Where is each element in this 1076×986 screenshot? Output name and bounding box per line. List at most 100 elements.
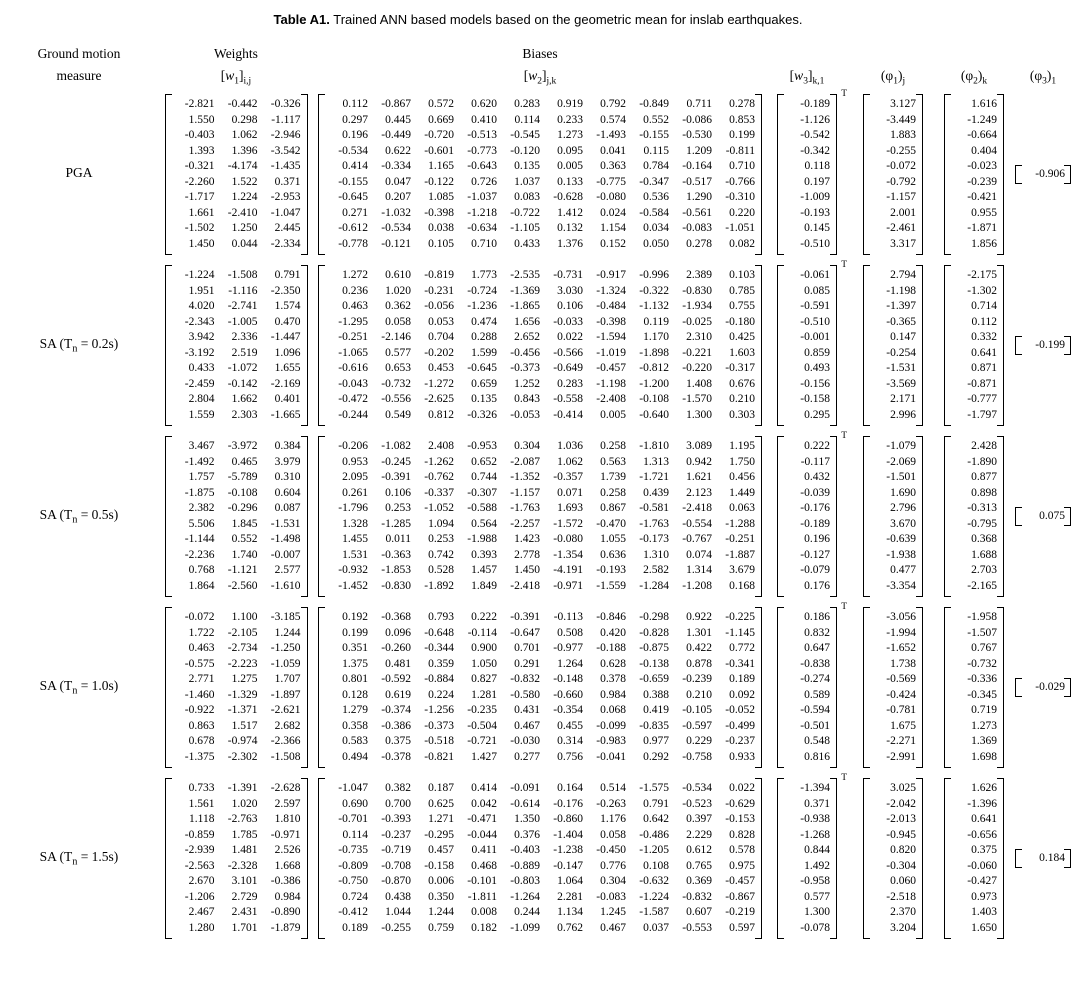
w2-cell: -1.285 — [381, 517, 411, 530]
w1-cell: -2.236 — [184, 548, 215, 561]
w3-cell: -0.958 — [800, 875, 830, 887]
transpose-label: T — [841, 431, 847, 441]
phi2-cell: -0.345 — [967, 688, 997, 701]
w1-cell: -2.939 — [184, 844, 215, 856]
w2-cell: 0.005 — [557, 160, 583, 172]
w1-cell: 1.574 — [274, 300, 301, 312]
w1-cell: -2.343 — [184, 315, 215, 328]
w2-cell: -1.570 — [682, 393, 712, 405]
subscript: 2 — [973, 76, 978, 87]
w3-row: -0.039 — [784, 486, 830, 502]
phi1-matrix: 2.794 -1.198 -1.397 -0.365 0.147 -0.254 -1.531… — [863, 265, 923, 426]
phi2-row: 1.369 — [951, 734, 997, 750]
w2-cell: -0.334 — [381, 160, 411, 172]
w2-cell: 0.704 — [428, 331, 454, 343]
w1-cell: 2.431 — [231, 906, 258, 918]
w1-cell: -2.821 — [184, 98, 215, 110]
w2-cell: 0.304 — [514, 440, 540, 452]
w2-cell: 1.037 — [514, 175, 540, 188]
w3-cell: 0.371 — [804, 797, 830, 810]
w2-cell: 0.620 — [471, 98, 497, 110]
phi2-row: 0.112 — [951, 315, 997, 331]
phi2-row: 1.698 — [951, 750, 997, 766]
w1-row: -0.072 1.100 -3.185 — [172, 610, 301, 626]
w2-cell: 0.612 — [686, 844, 712, 856]
w2-cell: 0.977 — [643, 735, 669, 747]
w2-cell: -0.884 — [424, 673, 454, 685]
w2-cell: -0.341 — [725, 657, 755, 670]
w2-cell: -0.846 — [596, 611, 626, 623]
w2-cell: 0.034 — [643, 222, 669, 234]
row-label: SA (Tn = 1.5s) — [0, 849, 158, 868]
w2-cell: -0.835 — [639, 719, 669, 732]
w2-cell: -1.594 — [596, 331, 626, 343]
w2-cell: -0.164 — [682, 160, 712, 172]
w2-cell: -0.471 — [467, 813, 497, 825]
phi1-row: -1.198 — [870, 284, 916, 300]
w1-cell: -1.250 — [270, 642, 301, 654]
w2-cell: 0.942 — [686, 455, 712, 468]
w2-cell: 0.710 — [471, 237, 497, 250]
w1-cell: 5.506 — [188, 517, 215, 530]
w2-cell: 0.919 — [557, 98, 583, 110]
header-phi3-label: (φ3)1 — [1010, 65, 1076, 87]
w1-cell: 3.101 — [231, 875, 258, 887]
w3-cell: -0.039 — [800, 486, 830, 499]
w2-cell: 0.438 — [385, 890, 411, 903]
w2-cell: -0.592 — [381, 673, 411, 685]
w2-cell: 2.778 — [514, 548, 540, 561]
w1-cell: -0.859 — [184, 828, 215, 841]
phi1-row: -2.991 — [870, 750, 916, 766]
w2-cell: 0.037 — [643, 921, 669, 934]
w1-cell: -0.142 — [227, 377, 258, 390]
w2-cell: 1.412 — [557, 206, 583, 219]
w2-cell: 0.152 — [600, 237, 626, 250]
w2-cell: -1.892 — [424, 579, 454, 592]
w2-cell: 1.423 — [514, 533, 540, 545]
w1-cell: -1.502 — [184, 222, 215, 234]
w2-cell: -2.535 — [510, 269, 540, 281]
phi3-cell: 0.184 — [1039, 851, 1065, 864]
w2-cell: -0.472 — [338, 393, 368, 405]
w2-cell: -0.025 — [682, 315, 712, 328]
w2-cell: 0.425 — [729, 331, 755, 343]
w2-cell: -0.484 — [596, 300, 626, 312]
w2-cell: -0.832 — [510, 673, 540, 685]
phi1-row: 2.001 — [870, 206, 916, 222]
w3-row: -0.342 — [784, 144, 830, 160]
w1-cell: 0.371 — [274, 175, 301, 188]
w2-cell: 0.457 — [428, 844, 454, 856]
w2-cell: 0.431 — [514, 704, 540, 716]
w2-cell: -1.324 — [596, 284, 626, 297]
w3-cell: 0.859 — [804, 346, 830, 359]
w2-cell: -0.317 — [725, 362, 755, 374]
w1-cell: 1.845 — [231, 517, 258, 530]
w2-cell: 0.363 — [600, 160, 626, 172]
w2-row: -0.412 1.044 1.244 0.008 0.244 1.134 1.245 -1.5… — [325, 905, 755, 921]
w2-cell: 1.062 — [557, 455, 583, 468]
w2-cell: -0.393 — [381, 813, 411, 825]
w1-cell: 0.984 — [274, 890, 301, 903]
w1-cell: 1.561 — [188, 797, 215, 810]
phi2-row: -0.336 — [951, 672, 997, 688]
w1-cell: -2.366 — [270, 735, 301, 747]
w2-cell: -0.832 — [682, 890, 712, 903]
w2-cell: 0.005 — [600, 408, 626, 421]
w2-cell: -0.147 — [553, 859, 583, 872]
symbol: φ — [885, 68, 894, 83]
w2-cell: 0.362 — [385, 300, 411, 312]
w2-row: 0.414 -0.334 1.165 -0.643 0.135 0.005 0.363 0.7… — [325, 159, 755, 175]
phi2-cell: 0.112 — [971, 315, 997, 328]
phi2-row: -1.302 — [951, 284, 997, 300]
w2-cell: -0.561 — [682, 206, 712, 219]
w2-cell: 0.291 — [514, 657, 540, 670]
transpose-label: T — [841, 260, 847, 270]
w2-cell: 0.105 — [428, 237, 454, 250]
phi2-cell: 0.973 — [971, 890, 997, 903]
w1-cell: -2.350 — [270, 284, 301, 297]
w1-cell: -2.328 — [227, 859, 258, 872]
w2-cell: 0.445 — [385, 113, 411, 126]
w2-cell: 1.693 — [557, 502, 583, 514]
w2-cell: 1.849 — [471, 579, 497, 592]
w2-row: -0.043 -0.732 -1.272 0.659 1.252 0.283 -1.198-… — [325, 377, 755, 393]
